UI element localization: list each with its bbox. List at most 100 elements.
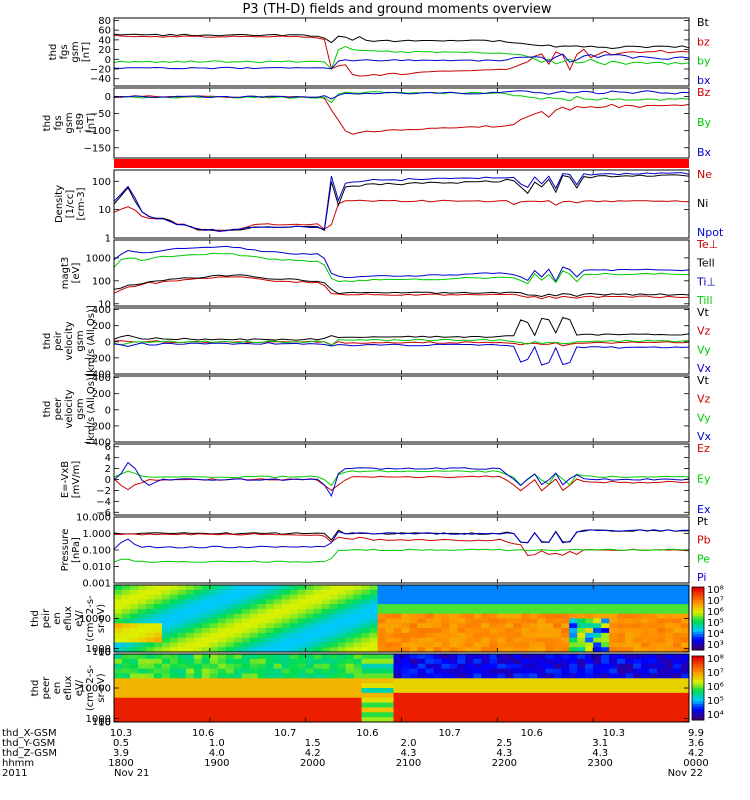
- heatmap-cell: [489, 683, 498, 689]
- heatmap-cell: [513, 604, 522, 610]
- heatmap-cell: [641, 608, 650, 615]
- heatmap-cell: [457, 712, 466, 718]
- heatmap-cell: [401, 589, 410, 596]
- colorbar-band: [692, 613, 704, 617]
- heatmap-cell: [537, 663, 546, 670]
- heatmap-cell: [313, 628, 323, 634]
- heatmap-cell: [257, 678, 267, 684]
- heatmap-cell: [369, 585, 379, 591]
- heatmap-cell: [145, 673, 155, 679]
- colorbar-band: [692, 634, 704, 638]
- heatmap-cell: [633, 589, 642, 596]
- heatmap-cell: [337, 688, 347, 694]
- heatmap-cell: [513, 654, 522, 660]
- heatmap-cell: [153, 658, 163, 665]
- y-tick-label: −20: [90, 65, 111, 76]
- heatmap-cell: [329, 678, 339, 684]
- heatmap-cell: [345, 717, 355, 723]
- heatmap-cell: [161, 712, 171, 718]
- heatmap-cell: [393, 688, 402, 694]
- heatmap-cell: [609, 707, 618, 713]
- heatmap-cell: [409, 599, 418, 605]
- heatmap-cell: [353, 647, 363, 653]
- heatmap-cell: [585, 628, 594, 634]
- heatmap-cell: [625, 658, 634, 665]
- time-axis-value: 0000: [683, 758, 708, 769]
- heatmap-cell: [553, 658, 562, 665]
- heatmap-cell: [441, 604, 450, 610]
- heatmap-cell: [561, 585, 570, 591]
- heatmap-cell: [569, 668, 578, 674]
- heatmap-cell: [545, 618, 554, 624]
- heatmap-cell: [369, 599, 379, 605]
- heatmap-cell: [305, 613, 315, 619]
- heatmap-cell: [321, 658, 331, 665]
- heatmap-cell: [417, 717, 426, 723]
- series-line: [114, 95, 690, 135]
- heatmap-cell: [601, 658, 610, 665]
- heatmap-cell: [121, 642, 131, 648]
- time-axis-value: 2.5: [496, 738, 512, 749]
- series-line: [113, 548, 690, 563]
- heatmap-cell: [521, 673, 530, 679]
- heatmap-cell: [297, 608, 307, 615]
- heatmap-cell: [177, 683, 187, 689]
- heatmap-cell: [193, 628, 203, 634]
- y-axis-label: gsm: [75, 330, 86, 351]
- heatmap-cell: [649, 717, 658, 723]
- heatmap-cell: [345, 697, 355, 704]
- heatmap-cell: [545, 613, 554, 619]
- heatmap-cell: [665, 608, 674, 615]
- heatmap-cell: [545, 628, 554, 634]
- heatmap-cell: [513, 692, 522, 699]
- heatmap-cell: [457, 613, 466, 619]
- heatmap-cell: [329, 589, 339, 596]
- heatmap-cell: [297, 589, 307, 596]
- heatmap-cell: [425, 663, 434, 670]
- y-tick-label: 80: [98, 16, 111, 27]
- heatmap-cell: [361, 594, 371, 600]
- colorbar-band: [692, 594, 704, 598]
- heatmap-cell: [209, 608, 219, 615]
- heatmap-cell: [377, 589, 387, 596]
- heatmap-cell: [273, 599, 283, 605]
- heatmap-cell: [321, 668, 331, 674]
- heatmap-cell: [481, 647, 490, 653]
- heatmap-cell: [625, 683, 634, 689]
- heatmap-cell: [569, 637, 578, 643]
- heatmap-cell: [185, 668, 195, 674]
- heatmap-cell: [297, 604, 307, 610]
- heatmap-cell: [481, 702, 490, 708]
- heatmap-cell: [441, 594, 450, 600]
- heatmap-cell: [353, 668, 363, 674]
- heatmap-cell: [553, 663, 562, 670]
- heatmap-cell: [121, 658, 131, 665]
- heatmap-cell: [545, 712, 554, 718]
- heatmap-cell: [313, 658, 323, 665]
- time-axis-value: 4.2: [305, 748, 321, 759]
- heatmap-cell: [281, 628, 291, 634]
- heatmap-cell: [593, 608, 602, 615]
- heatmap-cell: [577, 637, 586, 643]
- heatmap-cell: [225, 642, 235, 648]
- heatmap-cell: [129, 628, 139, 634]
- heatmap-cell: [114, 663, 123, 670]
- heatmap-cell: [609, 632, 618, 639]
- heatmap-cell: [417, 697, 426, 704]
- heatmap-cell: [273, 692, 283, 699]
- heatmap-cell: [345, 618, 355, 624]
- heatmap-cell: [337, 702, 347, 708]
- heatmap-cell: [377, 663, 387, 670]
- heatmap-cell: [209, 697, 219, 704]
- heatmap-cell: [289, 613, 299, 619]
- heatmap-cell: [665, 678, 674, 684]
- heatmap-cell: [641, 658, 650, 665]
- heatmap-cell: [497, 678, 506, 684]
- heatmap-cell: [681, 707, 690, 713]
- heatmap-cell: [377, 585, 387, 591]
- heatmap-cell: [233, 585, 243, 591]
- heatmap-cell: [161, 663, 171, 670]
- heatmap-cell: [681, 642, 690, 648]
- heatmap-cell: [481, 663, 490, 670]
- heatmap-cell: [521, 692, 530, 699]
